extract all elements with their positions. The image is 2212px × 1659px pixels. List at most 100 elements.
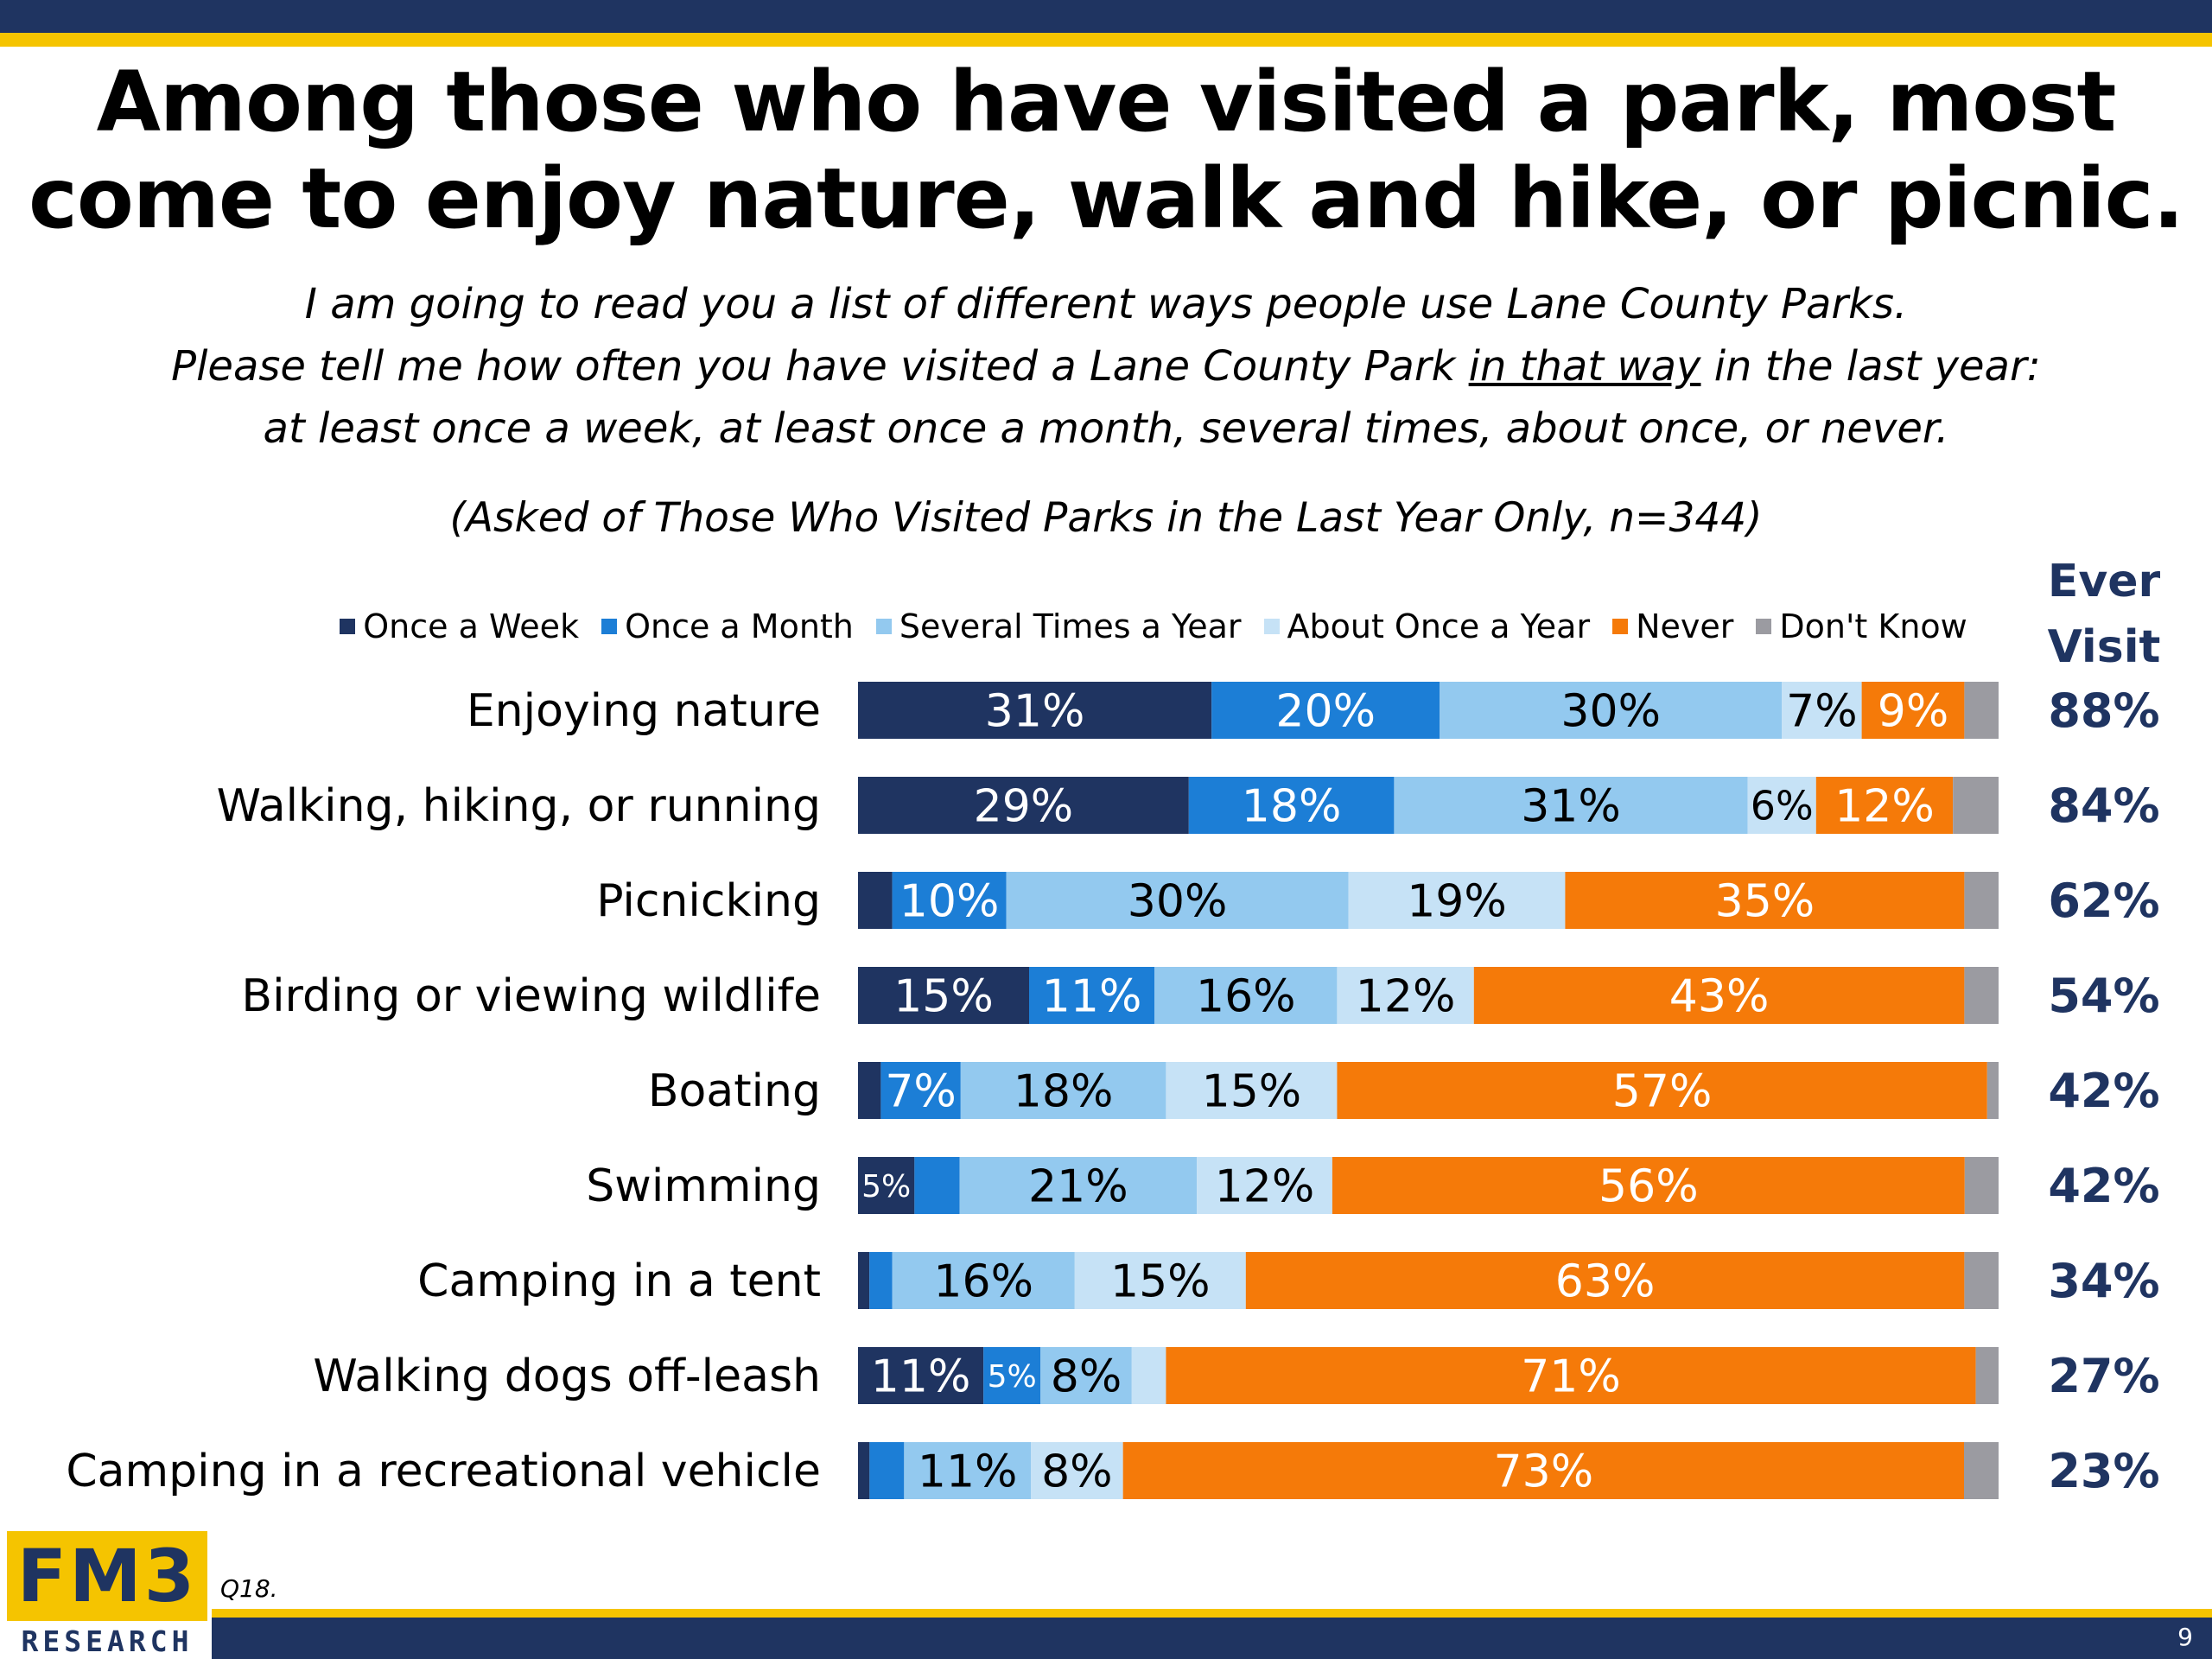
- bar-segment: [858, 1347, 984, 1404]
- legend-label: Once a Week: [363, 607, 580, 645]
- bar-segment: [1211, 682, 1440, 739]
- legend-swatch: [875, 619, 892, 634]
- data-label: 8%: [1051, 1351, 1122, 1403]
- bar-segment: [904, 1442, 1031, 1499]
- bar-segment: [959, 1157, 1198, 1214]
- question-line-2-underlined: in that way: [1468, 342, 1701, 391]
- category-label: Swimming: [586, 1160, 821, 1212]
- bar-segment: [869, 1252, 893, 1309]
- logo-text: FM3: [16, 1534, 198, 1618]
- data-label: 5%: [861, 1169, 911, 1205]
- question-number-note: Q18.: [220, 1574, 278, 1603]
- category-label: Enjoying nature: [467, 685, 821, 737]
- bar-segment: [1565, 872, 1965, 929]
- bar-segment: [1440, 682, 1783, 739]
- bar-segment: [858, 1442, 870, 1499]
- bar-segment: [1964, 1252, 1999, 1309]
- bar-segment: [1964, 1442, 1999, 1499]
- bar-segment: [1154, 967, 1338, 1024]
- bar-segment: [1986, 1062, 1999, 1119]
- bar-segment: [1040, 1347, 1132, 1404]
- data-label: 11%: [918, 1446, 1018, 1498]
- ever-visit-value: 54%: [2048, 969, 2159, 1023]
- category-label: Birding or viewing wildlife: [241, 970, 821, 1022]
- data-label: 15%: [1110, 1256, 1211, 1308]
- data-label: 18%: [1014, 1066, 1114, 1118]
- ever-visit-value: 23%: [2048, 1444, 2159, 1498]
- bar-segment: [1122, 1442, 1964, 1499]
- bar-segment: [1074, 1252, 1246, 1309]
- top-yellow-stripe: [0, 33, 2212, 47]
- data-label: 12%: [1356, 971, 1456, 1023]
- legend-swatch: [340, 619, 356, 634]
- bar-segment: [1975, 1347, 1999, 1404]
- data-label: 30%: [1560, 686, 1661, 738]
- category-label: Camping in a recreational vehicle: [66, 1446, 821, 1497]
- data-label: 11%: [871, 1351, 971, 1403]
- data-label: 18%: [1242, 781, 1342, 833]
- legend-item-5: Don't Know: [1756, 607, 1967, 645]
- bar-segment: [1188, 777, 1395, 834]
- legend-item-2: Several Times a Year: [875, 607, 1242, 645]
- data-label: 7%: [1786, 686, 1858, 738]
- title-line-1: Among those who have visited a park, mos…: [96, 54, 2117, 150]
- data-label: 8%: [1041, 1446, 1113, 1498]
- bar-segment: [1337, 1062, 1987, 1119]
- data-label: 12%: [1834, 781, 1935, 833]
- ever-visit-header-line-2: Visit: [2047, 621, 2161, 673]
- bar-segment: [1964, 1157, 1999, 1214]
- ever-visit-value: 34%: [2048, 1254, 2159, 1308]
- logo-subtext: RESEARCH: [21, 1624, 194, 1658]
- legend-label: Never: [1636, 607, 1734, 645]
- data-label: 56%: [1599, 1161, 1699, 1213]
- category-label: Walking dogs off-leash: [313, 1351, 821, 1402]
- data-label: 15%: [893, 971, 994, 1023]
- data-label: 6%: [1751, 783, 1814, 830]
- bar-segment: [1953, 777, 1999, 834]
- bottom-navy-bar: [212, 1618, 2212, 1659]
- bar-segment: [1131, 1347, 1166, 1404]
- legend-swatch: [1612, 619, 1629, 634]
- ever-visit-header: Ever Visit: [2031, 549, 2177, 680]
- bar-segment: [858, 872, 893, 929]
- legend-label: Once a Month: [625, 607, 854, 645]
- bar-segment: [1197, 1157, 1332, 1214]
- bar-segment: [983, 1347, 1041, 1404]
- bar-segment: [1473, 967, 1965, 1024]
- legend-item-4: Never: [1612, 607, 1733, 645]
- ever-visit-value: 62%: [2048, 874, 2159, 928]
- bar-segment: [1964, 682, 1999, 739]
- bar-segment: [858, 967, 1029, 1024]
- legend-item-1: Once a Month: [601, 607, 854, 645]
- bar-segment: [858, 777, 1189, 834]
- category-label: Picnicking: [596, 875, 821, 927]
- bar-segment: [858, 682, 1212, 739]
- data-label: 15%: [1202, 1066, 1302, 1118]
- data-label: 16%: [933, 1256, 1033, 1308]
- legend-swatch: [1263, 619, 1280, 634]
- bar-segment: [1029, 967, 1155, 1024]
- bar-segment: [869, 1442, 905, 1499]
- bar-segment: [1394, 777, 1748, 834]
- legend-label: Don't Know: [1779, 607, 1967, 645]
- bar-segment: [858, 1157, 915, 1214]
- bottom-yellow-stripe: [212, 1609, 2212, 1618]
- data-label: 63%: [1555, 1256, 1656, 1308]
- legend-swatch: [1756, 619, 1772, 634]
- data-label: 71%: [1521, 1351, 1621, 1403]
- bar-segment: [892, 1252, 1075, 1309]
- bar-segment: [892, 872, 1007, 929]
- data-label: 19%: [1407, 876, 1507, 928]
- question-line-2-pre: Please tell me how often you have visite…: [171, 342, 1469, 391]
- legend-label: Several Times a Year: [899, 607, 1242, 645]
- data-label: 31%: [985, 686, 1085, 738]
- bar-segment: [1747, 777, 1816, 834]
- question-line-3: at least once a week, at least once a mo…: [263, 404, 1949, 453]
- bar-segment: [1245, 1252, 1965, 1309]
- ever-visit-value: 42%: [2048, 1064, 2159, 1118]
- bar-segment: [1964, 872, 1999, 929]
- question-text: I am going to read you a list of differe…: [0, 273, 2212, 460]
- data-label: 30%: [1128, 876, 1228, 928]
- bar-segment: [1815, 777, 1954, 834]
